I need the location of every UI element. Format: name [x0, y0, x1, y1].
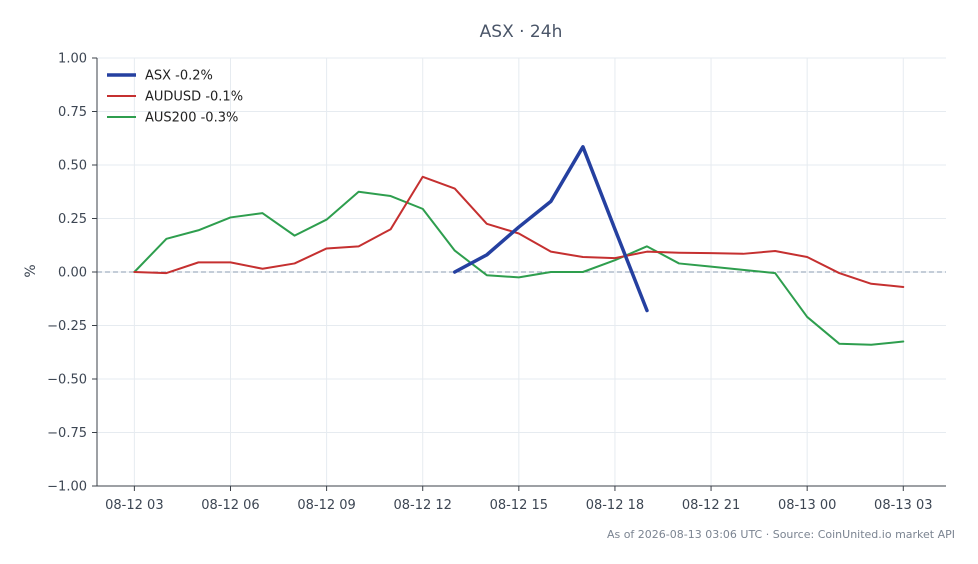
series-line-aus200 [133, 190, 905, 346]
chart-title: ASX · 24h [480, 22, 563, 42]
y-tick-label: 0.50 [58, 159, 87, 174]
x-tick-label: 08-12 03 [105, 498, 163, 513]
legend-label: ASX -0.2% [145, 69, 213, 84]
y-tick-label: −0.50 [47, 373, 87, 388]
x-tick-label: 08-12 18 [586, 498, 644, 513]
legend-label: AUDUSD -0.1% [145, 90, 243, 105]
footer-source: As of 2026-08-13 03:06 UTC · Source: Coi… [607, 528, 955, 541]
x-tick-label: 08-13 03 [874, 498, 932, 513]
y-tick-label: 0.75 [58, 105, 87, 120]
legend: ASX -0.2% AUDUSD -0.1% AUS200 -0.3% [107, 69, 243, 126]
series-line-audusd [133, 175, 905, 288]
x-tick-label: 08-12 12 [393, 498, 451, 513]
y-tick-label: −0.25 [47, 319, 87, 334]
axes [92, 57, 946, 491]
x-tick-label: 08-12 06 [201, 498, 259, 513]
y-tick-label: 0.25 [58, 212, 87, 227]
x-tick-label: 08-12 15 [490, 498, 548, 513]
tick-labels: 1.00 0.75 0.50 0.25 0.00 −0.25 −0.50 −0.75 −1.00… [47, 52, 932, 514]
series-lines [133, 145, 905, 346]
y-tick-label: −0.75 [47, 426, 87, 441]
x-tick-label: 08-12 21 [682, 498, 740, 513]
y-axis-label: % [23, 264, 39, 277]
x-tick-label: 08-13 00 [778, 498, 836, 513]
y-tick-label: −1.00 [47, 480, 87, 495]
x-tick-label: 08-12 09 [297, 498, 355, 513]
legend-label: AUS200 -0.3% [145, 111, 238, 126]
y-tick-label: 1.00 [58, 52, 87, 67]
series-line-asx [453, 145, 649, 313]
y-tick-label: 0.00 [58, 266, 87, 281]
